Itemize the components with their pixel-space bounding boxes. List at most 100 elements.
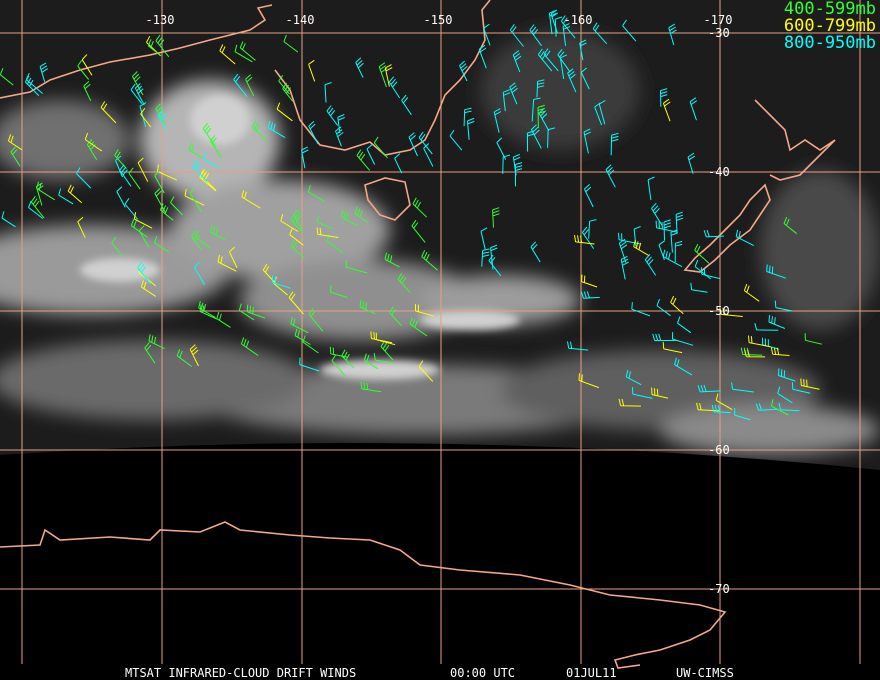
wind-barb [672,332,694,346]
wind-barb [245,74,255,97]
wind-barb [276,102,293,122]
wind-barb [415,304,435,317]
wind-barb [467,117,475,140]
wind-barb [289,227,304,246]
wind-barb [30,195,45,219]
wind-barb [488,254,502,277]
wind-barb [124,198,139,220]
wind-barb [567,68,577,93]
wind-barb [537,48,553,72]
wind-barb [656,298,671,317]
wind-barb [536,79,545,98]
wind-barb [140,108,152,128]
wind-barb [84,132,103,152]
wind-barb [100,101,117,124]
wind-barb [567,341,589,351]
wind-barb [384,64,393,87]
wind-barb [39,62,49,83]
wind-barb [199,304,217,320]
wind-barb [662,341,683,354]
wind-barb [762,337,779,350]
wind-barb [412,197,428,218]
wind-barb [620,255,629,280]
wind-barb [288,291,304,315]
wind-barb [370,331,393,344]
wind-barb [618,398,641,407]
wind-barb [233,73,248,98]
wind-barb [193,261,206,286]
wind-barb [366,144,376,165]
wind-barb [560,15,576,39]
longitude-label: -140 [286,13,315,27]
wind-barb [81,54,93,76]
wind-barb [662,98,671,122]
wind-barb [778,368,796,382]
wind-barb [191,230,203,251]
wind-barb [557,48,571,73]
wind-barb [548,9,557,35]
wind-barb [241,190,261,209]
wind-barb [360,381,382,393]
wind-barb [610,132,619,156]
wind-barb [662,249,683,268]
cloud-imagery [0,0,880,470]
wind-barb [658,240,665,261]
wind-barb [660,88,668,107]
wind-barb [340,209,358,227]
wind-barb [777,386,793,404]
wind-barb [421,250,438,271]
latitude-label: -40 [708,165,730,179]
wind-barb [354,206,369,224]
wind-barb [8,134,23,151]
wind-barb [509,82,518,105]
wind-barb [301,146,309,169]
wind-barb [675,211,684,233]
longitude-label: -160 [564,13,593,27]
wind-barb [647,176,655,200]
wind-barb [411,219,426,243]
wind-barb [282,82,294,102]
wind-barb [154,188,166,213]
wind-barb [28,200,44,219]
wind-barb [581,274,598,288]
wind-barb [76,167,92,189]
footer-time: 00:00 UTC [450,666,515,680]
wind-barb [770,347,790,356]
wind-barb [24,75,40,96]
wind-barb [731,382,754,393]
wind-barb [578,373,600,389]
legend-entry: 800-950mb [784,33,876,53]
wind-barb [633,239,649,256]
wind-barb [670,295,684,315]
wind-barb [483,23,491,46]
wind-barb [480,227,488,250]
wind-barb [140,280,157,297]
wind-barb [547,127,556,148]
wind-barb [128,167,141,190]
wind-barb [356,149,371,171]
wind-barb [147,39,162,57]
wind-barb [119,164,132,187]
wind-barb [308,59,316,82]
latitude-label: -70 [708,582,730,596]
wind-barb [267,120,286,139]
wind-barb [740,347,763,356]
wind-barb [478,44,487,69]
wind-barb [137,157,149,182]
wind-barb [384,252,400,268]
wind-barb [531,97,541,122]
wind-barb [262,263,276,283]
wind-barb [200,169,217,192]
wind-barb [198,301,216,318]
wind-barb [559,54,568,79]
wind-barb [694,243,710,264]
wind-barb [130,218,148,238]
wind-barb [509,24,524,47]
wind-barb [154,170,165,194]
wind-barb [345,260,368,274]
wind-barb [116,186,126,208]
wind-barb [800,378,820,390]
wind-barb [278,75,290,95]
wind-barb [133,212,153,229]
wind-barb [335,126,344,147]
